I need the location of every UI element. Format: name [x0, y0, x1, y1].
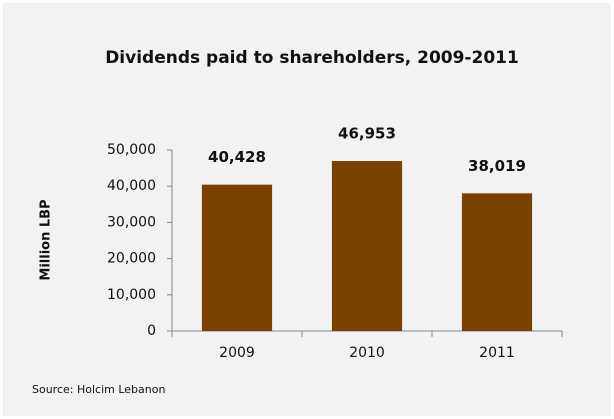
value-label: 46,953 [338, 125, 396, 143]
bar [331, 161, 403, 331]
chart-title: Dividends paid to shareholders, 2009-201… [105, 48, 519, 68]
y-tick-label: 40,000 [107, 178, 156, 194]
y-tick-label: 50,000 [107, 142, 156, 158]
value-label: 40,428 [208, 148, 266, 166]
y-tick-label: 20,000 [107, 251, 156, 267]
source: Source: Holcim Lebanon [32, 383, 165, 396]
value-label: 38,019 [468, 157, 526, 175]
bar [201, 184, 273, 331]
y-tick-label: 0 [147, 323, 156, 339]
y-axis-label: Million LBP [39, 199, 54, 280]
x-tick-label: 2010 [349, 345, 385, 361]
y-tick-label: 30,000 [107, 214, 156, 230]
x-tick-label: 2011 [479, 345, 515, 361]
bar [461, 193, 533, 331]
y-tick-label: 10,000 [107, 287, 156, 303]
x-tick-label: 2009 [219, 345, 255, 361]
